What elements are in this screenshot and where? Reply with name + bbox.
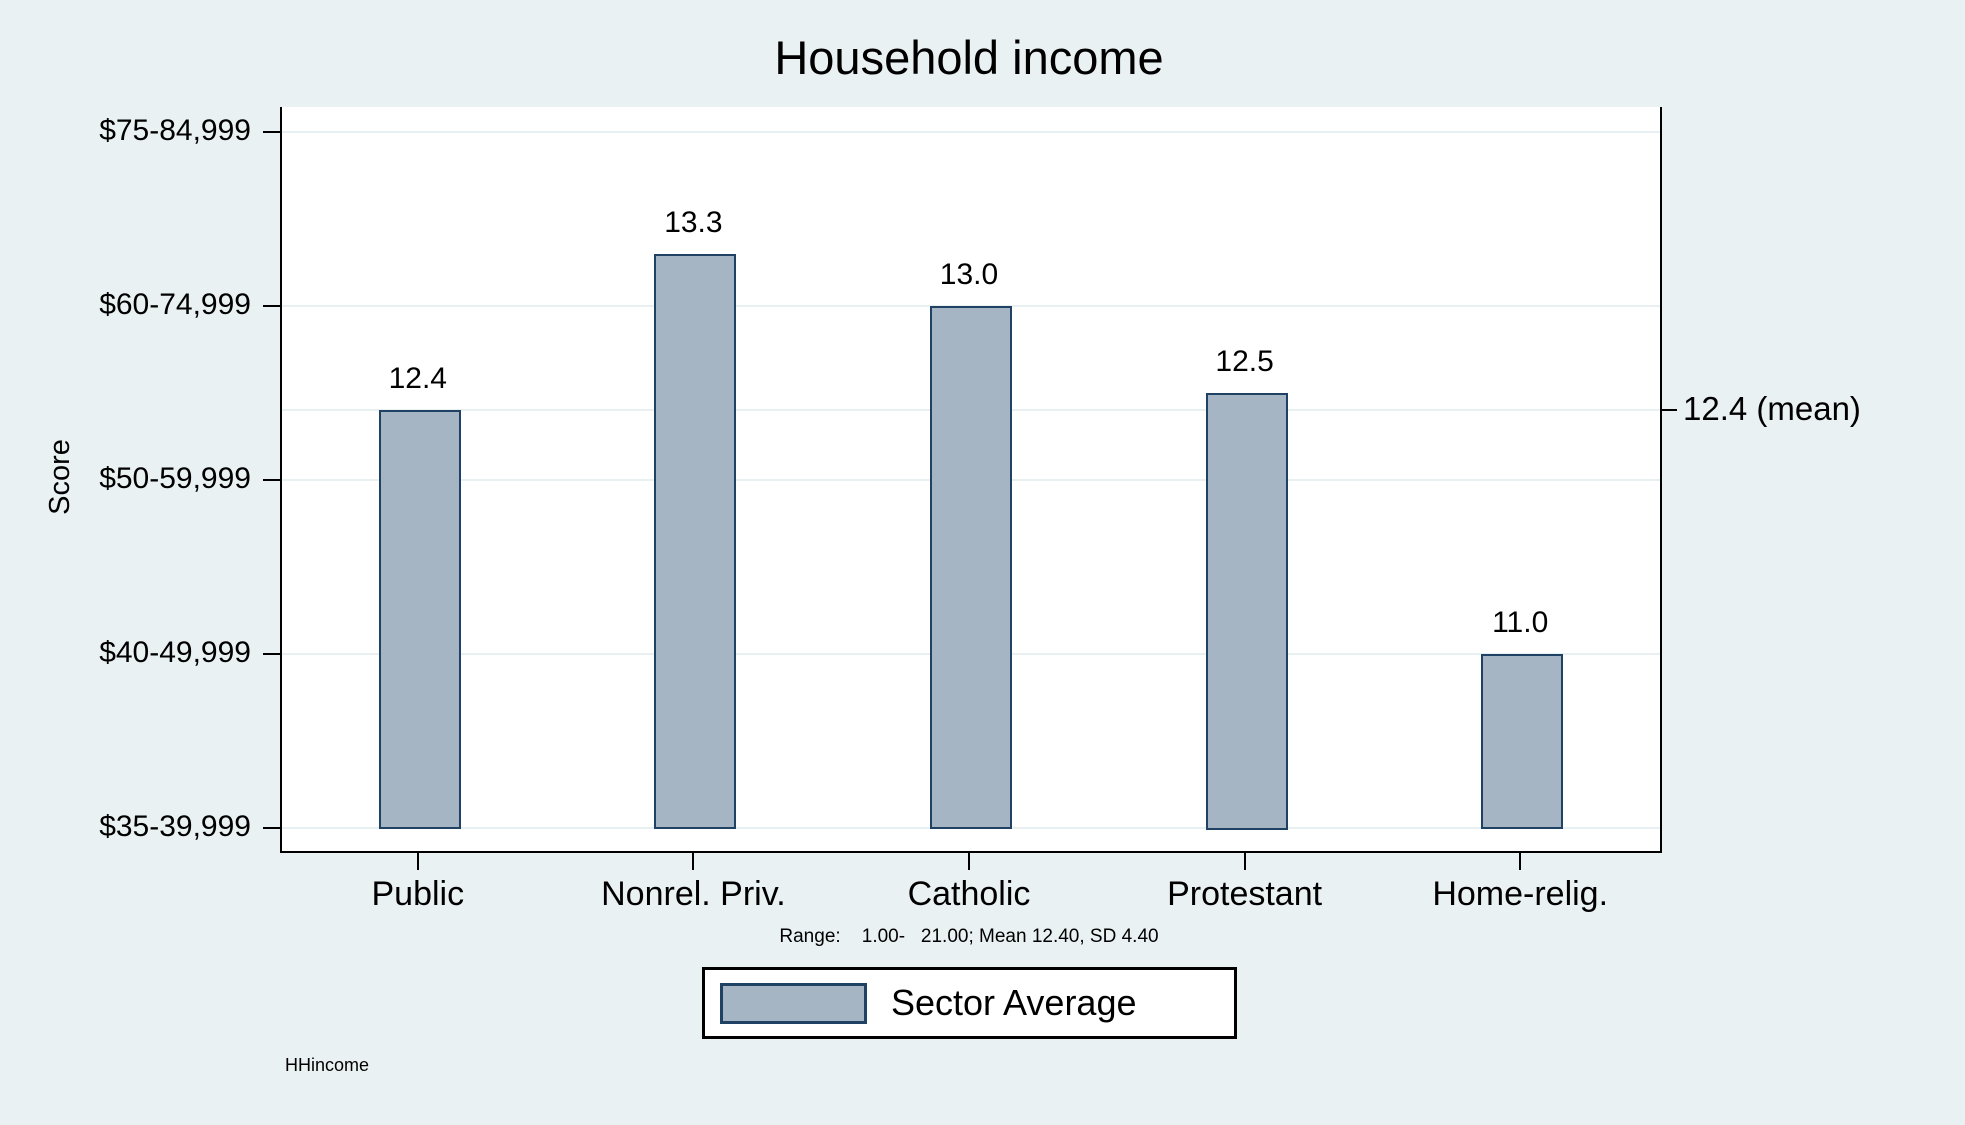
y-axis-tick-label: $50-59,999 <box>99 461 251 495</box>
mean-annotation: 12.4 (mean) <box>1683 390 1861 428</box>
x-axis-tick-label: Home-relig. <box>1432 875 1609 913</box>
bar <box>1205 392 1288 830</box>
bar <box>378 410 461 830</box>
bar-value-label: 12.4 <box>388 362 447 396</box>
y-axis-tick-label: $60-74,999 <box>99 287 251 321</box>
y-axis-tick-mark <box>263 652 280 655</box>
x-axis-tick-mark <box>416 853 419 870</box>
x-axis-tick-label: Public <box>371 875 465 913</box>
legend: Sector Average <box>702 967 1237 1039</box>
bar-value-label: 13.0 <box>939 257 999 291</box>
gridline <box>282 130 1660 133</box>
bar <box>930 305 1012 830</box>
x-axis-tick-label: Nonrel. Priv. <box>601 875 786 913</box>
x-axis-tick-label: Catholic <box>907 875 1031 913</box>
legend-label: Sector Average <box>891 982 1137 1023</box>
x-axis-tick-label: Protestant <box>1167 875 1323 913</box>
chart-title: Household income <box>774 31 1164 84</box>
variable-caption: HHincome <box>285 1055 370 1075</box>
bar <box>1481 653 1564 830</box>
y-axis-tick-mark <box>263 826 280 829</box>
y-axis-tick-mark <box>263 130 280 133</box>
stats-note: Range: 1.00- 21.00; Mean 12.40, SD 4.40 <box>779 926 1159 947</box>
bar <box>654 253 737 830</box>
y-axis-tick-mark <box>263 304 280 307</box>
y-axis-tick-label: $40-49,999 <box>99 635 251 669</box>
bar-value-label: 11.0 <box>1492 605 1549 639</box>
plot-area <box>280 107 1662 853</box>
x-axis-tick-mark <box>1519 853 1522 870</box>
bar-value-label: 13.3 <box>664 205 723 239</box>
bar-value-label: 12.5 <box>1215 344 1274 378</box>
x-axis-tick-mark <box>968 853 970 870</box>
x-axis-tick-mark <box>1243 853 1246 870</box>
x-axis-tick-mark <box>692 853 695 870</box>
y-axis-tick-label: $35-39,999 <box>99 809 251 843</box>
mean-tick-mark <box>1660 409 1677 412</box>
y-axis-tick-label: $75-84,999 <box>99 113 251 147</box>
y-axis-tick-mark <box>263 478 280 481</box>
legend-swatch <box>720 982 867 1024</box>
